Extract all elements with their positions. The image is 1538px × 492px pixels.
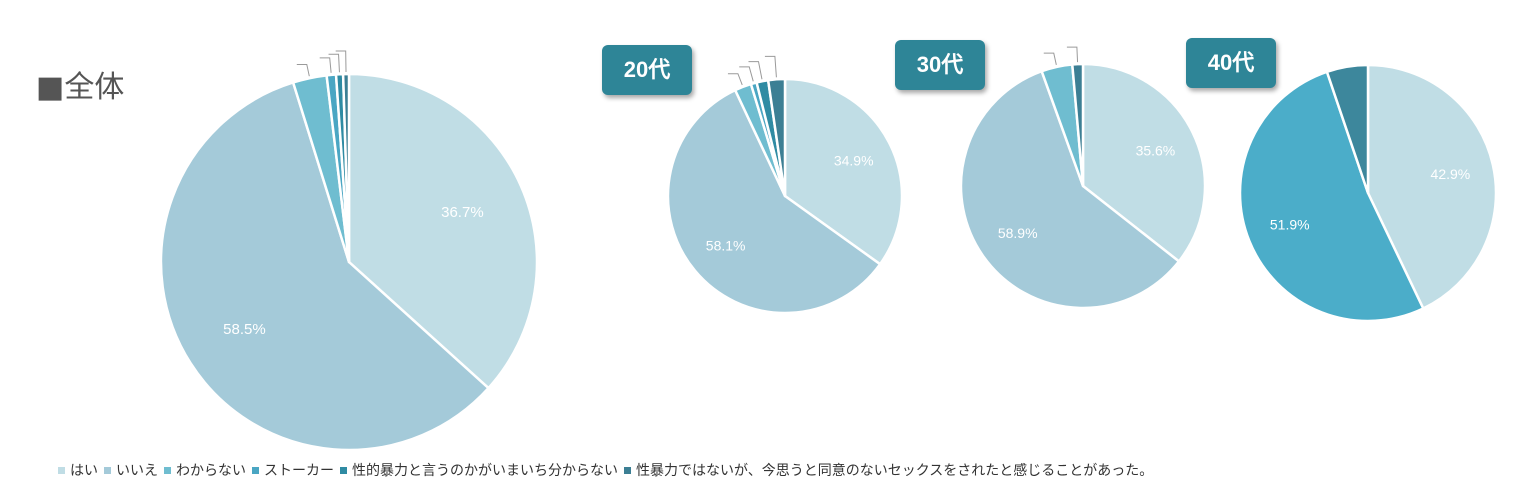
pie-chart-20s: 34.9% 58.1% <box>666 55 904 315</box>
legend-item-stalker: ストーカー <box>252 460 334 480</box>
leader-line-30s-2 <box>1043 52 1057 66</box>
pie-slice-overall-5 <box>341 72 351 264</box>
leader-line-overall-3 <box>319 57 332 73</box>
data-label-20s-1: 58.1% <box>706 237 746 253</box>
data-label-30s-1: 58.9% <box>998 225 1038 241</box>
data-label-overall-1: 58.5% <box>223 321 266 338</box>
legend-label: 性的暴力と言うのかがいまいち分からない <box>352 463 618 479</box>
leader-line-overall-4 <box>328 53 340 73</box>
legend-item-unsure: 性的暴力と言うのかがいまいち分からない <box>340 460 618 480</box>
pie-chart-40s: 42.9% 51.9% <box>1238 63 1498 323</box>
leader-line-overall-5 <box>335 50 347 73</box>
pie-slice-40s-2 <box>1325 63 1370 195</box>
leader-line-20s-5 <box>764 55 777 78</box>
pie-slice-20s-1 <box>666 88 882 315</box>
legend-label: わからない <box>176 463 246 479</box>
age-badge-30s: 30代 <box>895 40 985 90</box>
pie-chart-overall: 36.7% 58.5% <box>159 50 539 452</box>
pie-slice-20s-0 <box>783 77 904 266</box>
pie-slice-30s-1 <box>959 69 1181 310</box>
leader-line-20s-4 <box>748 61 763 80</box>
pie-slice-overall-1 <box>159 81 490 452</box>
legend-swatch <box>340 466 347 474</box>
pie-slice-20s-5 <box>766 77 787 198</box>
chart-legend: はい いいえ わからない ストーカー 性的暴力と言うのかがいまいち分からない 性… <box>58 458 1159 482</box>
legend-swatch <box>104 466 111 474</box>
overall-chart-title: ■全体 <box>36 70 125 105</box>
legend-swatch <box>164 466 171 474</box>
legend-item-nonconsensual: 性暴力ではないが、今思うと同意のないセックスをされたと感じることがあった。 <box>624 460 1153 480</box>
pie-slice-40s-1 <box>1238 70 1425 323</box>
age-badge-40s: 40代 <box>1186 38 1276 88</box>
legend-label: はい <box>70 463 98 479</box>
pie-slice-30s-0 <box>1081 62 1207 263</box>
leader-line-20s-3 <box>739 66 754 82</box>
legend-item-iie: いいえ <box>104 460 158 480</box>
leader-line-overall-2 <box>296 63 310 77</box>
leader-line-30s-5 <box>1066 46 1079 63</box>
legend-swatch <box>252 466 259 474</box>
data-label-40s-1: 51.9% <box>1270 217 1310 233</box>
leader-line-20s-2 <box>727 73 743 86</box>
pie-slice-30s-5 <box>1071 62 1085 188</box>
pie-slice-40s-0 <box>1366 63 1498 310</box>
legend-label: 性暴力ではないが、今思うと同意のないセックスをされたと感じることがあった。 <box>636 463 1154 479</box>
data-label-30s-0: 35.6% <box>1136 143 1176 159</box>
data-label-40s-0: 42.9% <box>1431 166 1471 182</box>
legend-swatch <box>58 466 65 474</box>
pie-chart-30s: 35.6% 58.9% <box>959 46 1207 310</box>
age-badge-20s: 20代 <box>602 45 692 95</box>
legend-swatch <box>624 466 631 474</box>
data-label-20s-0: 34.9% <box>834 153 874 169</box>
legend-item-hai: はい <box>58 460 98 480</box>
data-label-overall-0: 36.7% <box>441 204 484 221</box>
legend-item-wakaranai: わからない <box>164 460 246 480</box>
legend-label: いいえ <box>116 463 158 479</box>
legend-label: ストーカー <box>264 463 334 479</box>
pie-slice-overall-0 <box>347 72 539 390</box>
